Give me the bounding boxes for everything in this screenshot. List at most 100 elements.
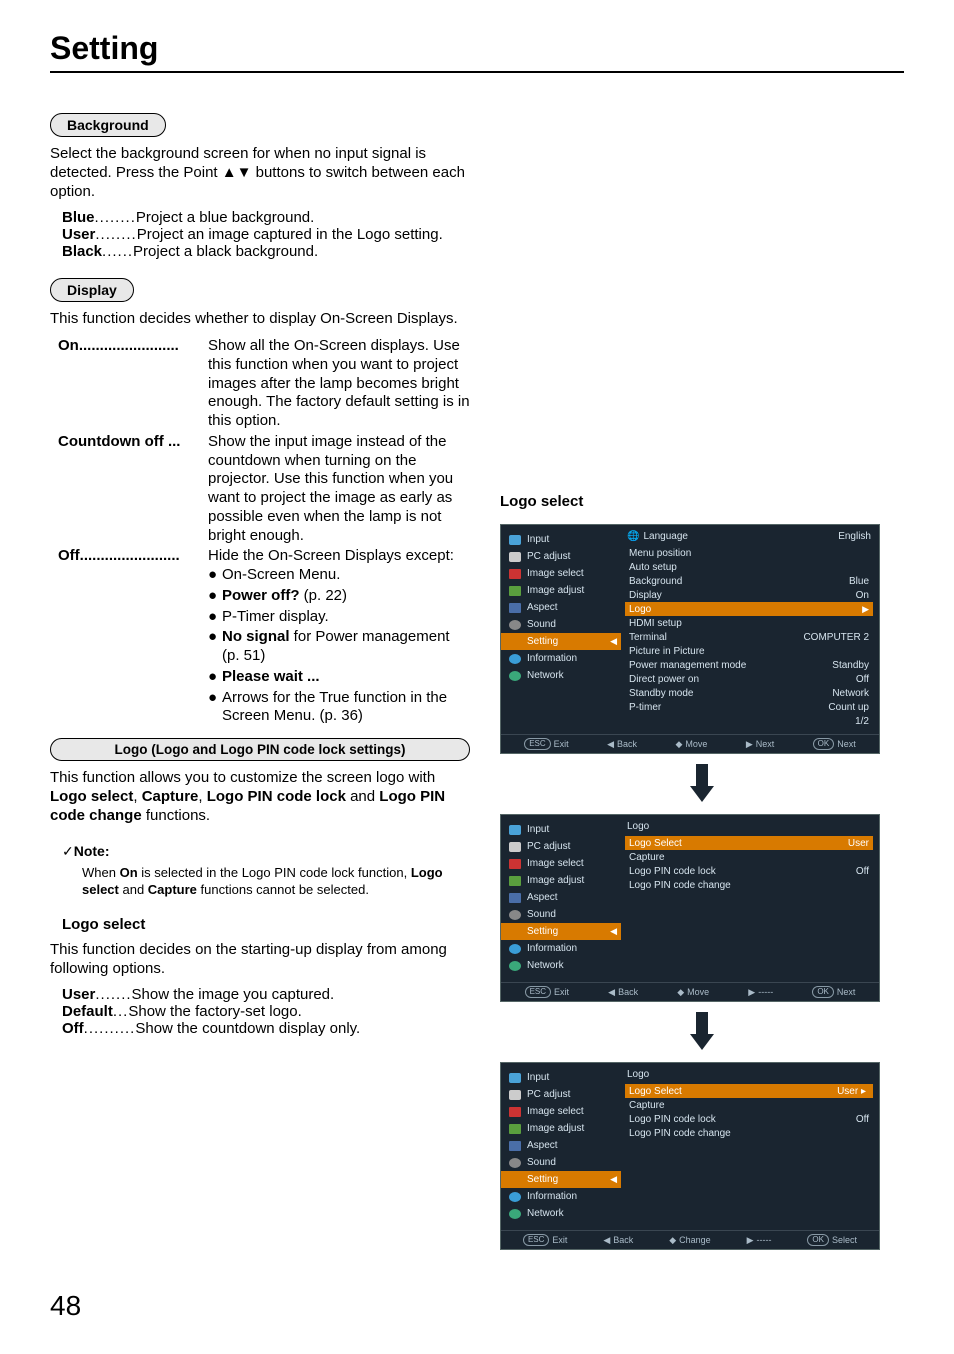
osd-menu-row: Logo PIN code change bbox=[627, 878, 871, 892]
bg-option: Black......Project a black background. bbox=[62, 243, 470, 260]
osd-nav-item: Image adjust bbox=[501, 1120, 621, 1137]
logoselect-heading: Logo select bbox=[62, 916, 470, 933]
nav-icon bbox=[509, 569, 521, 579]
background-options: Blue........Project a blue background. U… bbox=[62, 209, 470, 260]
nav-icon bbox=[509, 1073, 521, 1083]
background-intro: Select the background screen for when no… bbox=[50, 145, 470, 201]
display-intro: This function decides whether to display… bbox=[50, 310, 470, 329]
osd-footer-hint: ◆Change bbox=[669, 1234, 710, 1246]
osd-menu-row: Picture in Picture bbox=[627, 644, 871, 658]
section-logo-heading: Logo (Logo and Logo PIN code lock settin… bbox=[50, 738, 470, 761]
note-block: ✓Note: When On is selected in the Logo P… bbox=[62, 843, 470, 898]
osd-footer-hint: ESCExit bbox=[525, 986, 569, 998]
osd-footer-hint: ESCExit bbox=[523, 1234, 567, 1246]
nav-icon bbox=[509, 637, 521, 647]
osd-nav-item: Image select bbox=[501, 1103, 621, 1120]
osd-menu-row: Logo SelectUser ▸ bbox=[625, 1084, 873, 1098]
osd-nav-item: Information bbox=[501, 1188, 621, 1205]
osd-nav-item: Image adjust bbox=[501, 582, 621, 599]
osd-menu-row: 1/2 bbox=[627, 714, 871, 728]
logo-intro: This function allows you to customize th… bbox=[50, 769, 470, 825]
osd-menu-row: BackgroundBlue bbox=[627, 574, 871, 588]
osd-menu-row: Logo PIN code lockOff bbox=[627, 1112, 871, 1126]
osd-footer-hint: ▶----- bbox=[747, 1234, 772, 1246]
nav-icon bbox=[509, 910, 521, 920]
nav-icon bbox=[509, 961, 521, 971]
osd-menu-row: Logo PIN code change bbox=[627, 1126, 871, 1140]
down-arrow-icon bbox=[500, 764, 904, 804]
nav-icon bbox=[509, 825, 521, 835]
osd-menu-row: Power management modeStandby bbox=[627, 658, 871, 672]
osd-footer-hint: ◀Back bbox=[603, 1234, 633, 1246]
logoselect-options: User....... Show the image you captured.… bbox=[62, 986, 470, 1037]
nav-icon bbox=[509, 586, 521, 596]
osd-menu-row: Capture bbox=[627, 1098, 871, 1112]
osd-menu-row: DisplayOn bbox=[627, 588, 871, 602]
osd-screenshot-2: InputPC adjustImage selectImage adjustAs… bbox=[500, 814, 880, 1002]
nav-icon bbox=[509, 1158, 521, 1168]
right-heading: Logo select bbox=[500, 493, 904, 510]
osd-screenshot-1: InputPC adjustImage selectImage adjustAs… bbox=[500, 524, 880, 754]
osd-nav-item: PC adjust bbox=[501, 1086, 621, 1103]
osd-footer-hint: ◆Move bbox=[677, 986, 709, 998]
osd-nav-item: Information bbox=[501, 940, 621, 957]
osd-nav-item: Network bbox=[501, 1205, 621, 1222]
osd-nav-item: Sound bbox=[501, 616, 621, 633]
nav-icon bbox=[509, 603, 521, 613]
osd-nav-item: PC adjust bbox=[501, 548, 621, 565]
osd-menu-row: HDMI setup bbox=[627, 616, 871, 630]
osd-menu-row: Menu position bbox=[627, 546, 871, 560]
nav-icon bbox=[509, 1209, 521, 1219]
osd-footer-hint: ▶----- bbox=[748, 986, 773, 998]
osd-nav-item: Image select bbox=[501, 565, 621, 582]
nav-icon bbox=[509, 671, 521, 681]
display-off-exceptions: ● On-Screen Menu. ● Power off? (p. 22) ●… bbox=[208, 566, 470, 726]
nav-icon bbox=[509, 859, 521, 869]
osd-menu-row: Standby modeNetwork bbox=[627, 686, 871, 700]
osd-screenshot-3: InputPC adjustImage selectImage adjustAs… bbox=[500, 1062, 880, 1250]
osd-footer-hint: ◀Back bbox=[607, 738, 637, 750]
osd-nav-item: Aspect bbox=[501, 889, 621, 906]
osd-menu-row: Logo▶ bbox=[625, 602, 873, 616]
osd-nav-item: Sound bbox=[501, 1154, 621, 1171]
osd-nav-item: Input bbox=[501, 821, 621, 838]
osd-nav-item: Input bbox=[501, 531, 621, 548]
osd-menu-row: Capture bbox=[627, 850, 871, 864]
osd-footer-hint: OKNext bbox=[812, 986, 855, 998]
osd-menu-row: P-timerCount up bbox=[627, 700, 871, 714]
nav-icon bbox=[509, 893, 521, 903]
osd-nav-item: Setting◀ bbox=[501, 633, 621, 650]
osd-nav-item: PC adjust bbox=[501, 838, 621, 855]
bg-option: Blue........Project a blue background. bbox=[62, 209, 470, 226]
nav-icon bbox=[509, 1141, 521, 1151]
osd-nav-item: Image adjust bbox=[501, 872, 621, 889]
note-text: When On is selected in the Logo PIN code… bbox=[82, 865, 470, 898]
osd-nav-item: Network bbox=[501, 667, 621, 684]
bg-option: User........Project an image captured in… bbox=[62, 226, 470, 243]
left-column: Background Select the background screen … bbox=[50, 113, 470, 1260]
osd-nav-item: Information bbox=[501, 650, 621, 667]
nav-icon bbox=[509, 654, 521, 664]
osd-nav-item: Network bbox=[501, 957, 621, 974]
nav-icon bbox=[509, 927, 521, 937]
osd-nav-item: Sound bbox=[501, 906, 621, 923]
page-number: 48 bbox=[50, 1290, 904, 1322]
display-options: On........................Show all the O… bbox=[58, 337, 470, 728]
nav-icon bbox=[509, 944, 521, 954]
osd-footer-hint: ◆Move bbox=[675, 738, 707, 750]
nav-icon bbox=[509, 1090, 521, 1100]
nav-icon bbox=[509, 552, 521, 562]
osd-menu-row: TerminalCOMPUTER 2 bbox=[627, 630, 871, 644]
osd-menu-row: Direct power onOff bbox=[627, 672, 871, 686]
down-arrow-icon bbox=[500, 1012, 904, 1052]
page-title: Setting bbox=[50, 30, 904, 73]
osd-nav-item: Image select bbox=[501, 855, 621, 872]
nav-icon bbox=[509, 1175, 521, 1185]
osd-menu-row: Logo PIN code lockOff bbox=[627, 864, 871, 878]
nav-icon bbox=[509, 1192, 521, 1202]
nav-icon bbox=[509, 535, 521, 545]
section-background-heading: Background bbox=[50, 113, 166, 137]
logoselect-intro: This function decides on the starting-up… bbox=[50, 941, 470, 979]
osd-footer-hint: OKSelect bbox=[807, 1234, 857, 1246]
section-display-heading: Display bbox=[50, 278, 134, 302]
